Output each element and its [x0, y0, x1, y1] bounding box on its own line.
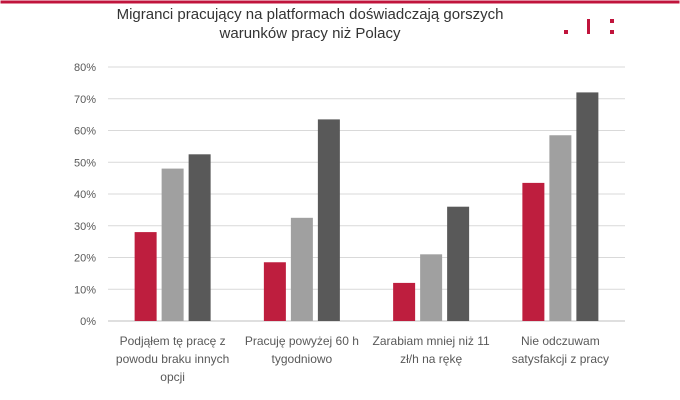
top-border: [0, 0, 680, 4]
bar: [549, 135, 572, 321]
bar: [317, 119, 340, 321]
chart-title-line-2: warunków pracy niż Polacy: [219, 25, 401, 42]
x-category-label: Zarabiam mniej niż 11 zł/h na rękę: [373, 334, 490, 366]
bar: [420, 254, 443, 321]
y-axis-ticks: 0% 10% 20% 30% 40% 50% 60% 70% 80%: [74, 62, 96, 328]
bar: [161, 168, 184, 321]
x-category-label: Podjąłem tę pracę z powodu braku innych op…: [116, 334, 229, 384]
bars: [134, 92, 599, 322]
bar: [134, 232, 157, 321]
logo-dot-icon: [564, 30, 568, 34]
y-tick-label: 30%: [74, 221, 96, 233]
bar: [447, 206, 470, 321]
y-tick-label: 40%: [74, 189, 96, 201]
y-tick-label: 20%: [74, 253, 96, 265]
y-tick-label: 80%: [74, 62, 96, 74]
bar: [263, 262, 286, 321]
y-tick-label: 10%: [74, 284, 96, 296]
bar: [522, 182, 545, 321]
y-tick-label: 70%: [74, 94, 96, 106]
x-axis-categories: Podjąłem tę pracę z powodu braku innych op…: [116, 334, 609, 384]
y-tick-label: 50%: [74, 157, 96, 169]
logo-bar-icon: [587, 19, 590, 34]
logo-dot-icon: [610, 30, 614, 34]
bar: [290, 217, 313, 321]
logo-dot-icon: [610, 19, 614, 23]
gridlines: [108, 66, 625, 322]
chart-title-line-1: Migranci pracujący na platformach doświa…: [116, 6, 504, 23]
x-category-label: Pracuję powyżej 60 h tygodniowo: [245, 334, 359, 366]
bar: [393, 282, 416, 321]
bar: [576, 92, 599, 322]
x-category-label: Nie odczuwam satysfakcji z pracy: [512, 334, 609, 366]
y-tick-label: 0%: [80, 316, 96, 328]
bar: [188, 154, 211, 321]
y-tick-label: 60%: [74, 126, 96, 138]
